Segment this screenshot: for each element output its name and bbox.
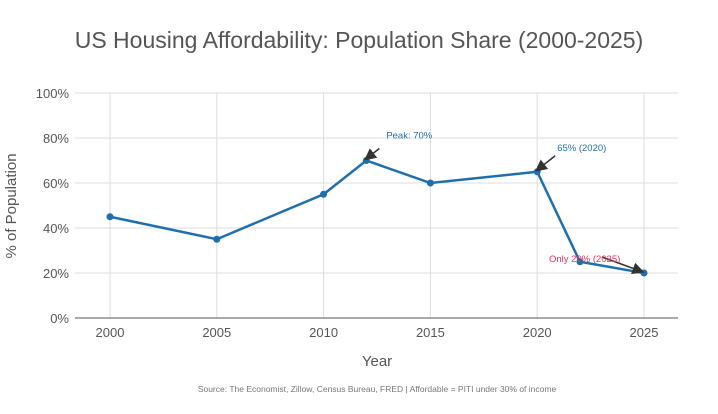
data-point xyxy=(640,269,648,277)
x-axis-label: Year xyxy=(362,353,392,370)
y-tick-label: 80% xyxy=(43,131,69,146)
x-tick-label: 2010 xyxy=(309,325,338,340)
x-tick-label: 2020 xyxy=(523,325,552,340)
series-line xyxy=(109,159,645,275)
data-point xyxy=(426,179,434,187)
source-note: Source: The Economist, Zillow, Census Bu… xyxy=(198,384,557,394)
x-tick-label: 2005 xyxy=(202,325,231,340)
x-tick-label: 2015 xyxy=(416,325,445,340)
y-tick-label: 20% xyxy=(43,266,69,281)
y-axis-label: % of Population xyxy=(3,153,20,258)
annotation-label: Only 20% (2025) xyxy=(549,254,620,265)
y-tick-label: 0% xyxy=(50,311,69,326)
annotation-label: 65% (2020) xyxy=(557,143,606,154)
annotation-arrow xyxy=(364,147,380,161)
data-point xyxy=(213,235,221,243)
chart-title: US Housing Affordability: Population Sha… xyxy=(75,27,644,53)
data-point xyxy=(576,258,584,266)
y-tick-label: 40% xyxy=(43,221,69,236)
annotation-arrow xyxy=(601,256,645,275)
data-point xyxy=(106,213,114,221)
y-tick-label: 60% xyxy=(43,176,69,191)
x-tick-label: 2000 xyxy=(96,325,125,340)
x-tick-label: 2025 xyxy=(630,325,659,340)
annotation-label: Peak: 70% xyxy=(386,131,432,142)
y-tick-label: 100% xyxy=(36,86,70,101)
data-point xyxy=(320,190,328,198)
annotation-arrow xyxy=(535,155,556,172)
